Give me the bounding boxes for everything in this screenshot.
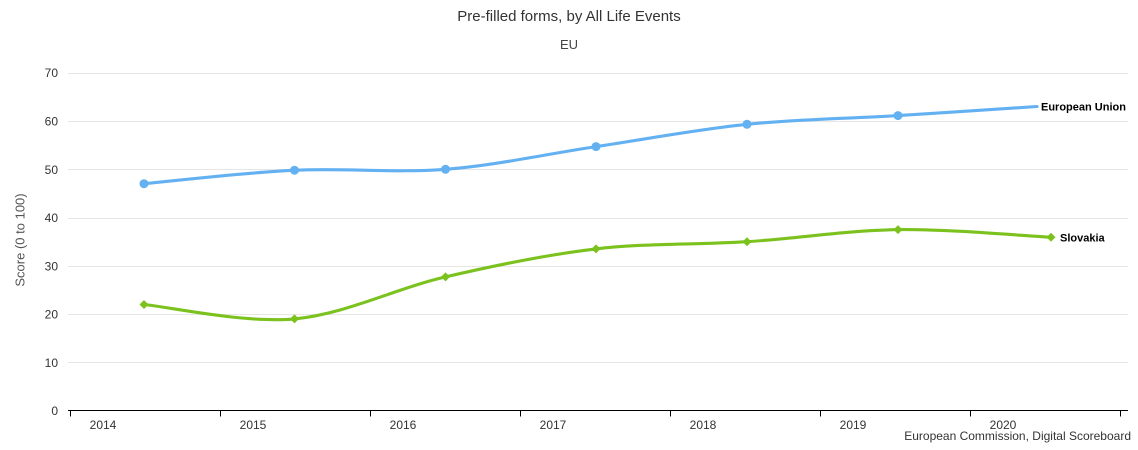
data-point-slovakia-2014[interactable] xyxy=(139,300,149,309)
x-tick-label: 2014 xyxy=(90,418,117,432)
data-point-slovakia-2017[interactable] xyxy=(591,244,601,254)
y-tick-label: 70 xyxy=(45,66,59,80)
x-tick-label: 2016 xyxy=(390,418,417,432)
x-tick-label: 2017 xyxy=(540,418,567,432)
y-tick-label: 0 xyxy=(51,404,58,418)
x-tick-label: 2020 xyxy=(990,418,1017,432)
data-point-european-union-2018[interactable] xyxy=(742,119,752,129)
y-tick-label: 10 xyxy=(45,356,59,370)
data-point-european-union-2017[interactable] xyxy=(591,142,601,152)
x-tick-label: 2015 xyxy=(240,418,267,432)
data-point-slovakia-2020[interactable] xyxy=(1046,232,1056,242)
data-point-slovakia-2018[interactable] xyxy=(742,237,752,247)
data-point-slovakia-2016[interactable] xyxy=(441,272,450,282)
y-tick-label: 60 xyxy=(45,114,59,128)
y-tick-label: 50 xyxy=(45,163,59,177)
series-line-slovakia xyxy=(142,228,1053,322)
x-tick-label: 2018 xyxy=(690,418,717,432)
chart-title: Pre-filled forms, by All Life Events xyxy=(457,8,681,25)
series-label-european-union: European Union xyxy=(1041,102,1126,114)
y-tick-label: 20 xyxy=(45,308,59,322)
series-label-slovakia: Slovakia xyxy=(1060,232,1106,244)
y-tick-label: 30 xyxy=(45,259,59,273)
chart-subtitle: EU xyxy=(559,37,579,52)
series-line-european-union xyxy=(142,104,1039,186)
data-point-european-union-2014[interactable] xyxy=(139,179,149,189)
source-attribution: European Commission, Digital Scoreboard xyxy=(904,429,1131,443)
data-point-european-union-2016[interactable] xyxy=(441,164,450,174)
data-point-slovakia-2015[interactable] xyxy=(290,314,299,324)
y-tick-label: 40 xyxy=(45,211,59,225)
data-point-slovakia-2019[interactable] xyxy=(893,225,903,235)
data-point-european-union-2019[interactable] xyxy=(893,111,903,121)
x-tick-label: 2019 xyxy=(840,418,867,432)
data-point-european-union-2015[interactable] xyxy=(290,165,299,175)
